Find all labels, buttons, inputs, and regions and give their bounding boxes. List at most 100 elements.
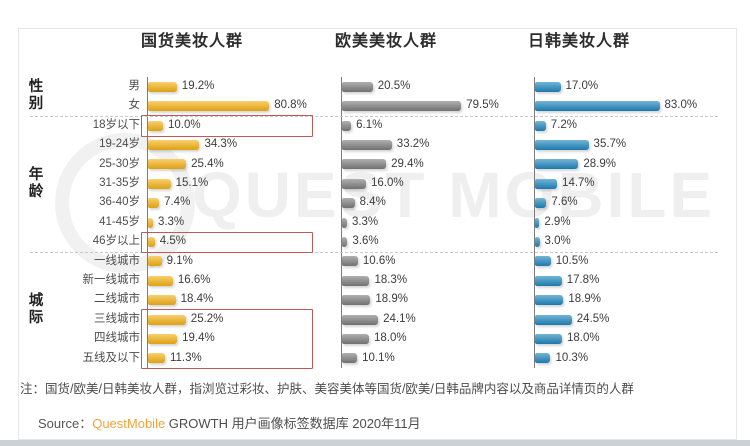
bar-value: 8.4% — [359, 196, 386, 209]
bar-value: 9.1% — [166, 254, 193, 267]
row-label: 一线城市 — [94, 254, 140, 267]
bar — [342, 295, 371, 306]
bar — [535, 256, 551, 267]
bar-value: 20.5% — [377, 80, 411, 92]
bar — [148, 275, 173, 286]
bar — [535, 275, 562, 286]
bar — [148, 101, 270, 112]
highlight-box — [141, 115, 313, 137]
bar-value: 6.1% — [356, 118, 383, 131]
bar-value: 29.4% — [391, 157, 424, 170]
row-label: 36-40岁 — [99, 196, 140, 209]
bar — [342, 81, 373, 92]
row-label: 41-45岁 — [99, 215, 140, 228]
row-label: 新一线城市 — [82, 274, 141, 286]
bar — [535, 139, 589, 150]
bar — [342, 120, 352, 131]
bar — [342, 353, 358, 364]
bar — [148, 81, 177, 92]
bar — [148, 236, 155, 247]
bar — [148, 314, 186, 325]
source-database: GROWTH 用户画像标签数据库 2020年11月 — [165, 416, 421, 431]
bar-value: 3.6% — [352, 235, 379, 248]
bar-value: 7.2% — [550, 118, 578, 131]
bar-value: 3.0% — [544, 235, 571, 248]
bar-value: 3.3% — [351, 215, 379, 228]
bar-value: 25.4% — [191, 157, 224, 170]
bar — [148, 353, 165, 364]
bar — [342, 159, 387, 170]
row-label: 18岁以下 — [92, 118, 140, 131]
row-label: 19-24岁 — [99, 138, 140, 151]
row-label: 四线城市 — [94, 332, 140, 345]
row-label: 女 — [128, 99, 141, 112]
bar-value: 24.1% — [383, 312, 416, 325]
bar-value: 18.9% — [568, 293, 601, 306]
bar-value: 24.5% — [576, 312, 610, 325]
bar — [535, 159, 579, 170]
row-label: 25-30岁 — [99, 157, 140, 170]
bar — [148, 178, 171, 189]
bar — [342, 178, 366, 189]
bar-value: 18.0% — [374, 332, 407, 345]
bar — [535, 101, 660, 112]
axis-line — [534, 77, 535, 368]
bar — [342, 198, 355, 209]
bar — [342, 101, 462, 112]
bar-value: 17.0% — [565, 80, 599, 92]
source-label: Source： — [38, 416, 93, 431]
bar — [148, 139, 200, 150]
highlight-box — [141, 231, 313, 254]
bar — [148, 120, 163, 131]
bar-value: 10.6% — [362, 254, 396, 267]
column-title: 国货美妆人群 — [141, 33, 244, 50]
bar — [148, 295, 176, 306]
bar-value: 10.0% — [168, 118, 201, 131]
bar-value: 16.6% — [177, 274, 211, 286]
footnote: 注：国货/欧美/日韩美妆人群，指浏览过彩妆、护肤、美容美体等国货/欧美/日韩品牌… — [20, 382, 634, 396]
bar-value: 15.1% — [175, 177, 209, 189]
bar-value: 35.7% — [593, 138, 627, 151]
bar-value: 28.9% — [583, 157, 616, 170]
bar — [342, 256, 358, 267]
bar — [148, 198, 160, 209]
bar-value: 19.2% — [181, 80, 215, 92]
axis-line — [341, 77, 342, 368]
bar — [535, 353, 551, 364]
row-label: 二线城市 — [94, 293, 140, 306]
bar — [342, 139, 392, 150]
bar-value: 34.3% — [204, 138, 238, 151]
bar-value: 3.3% — [157, 215, 185, 228]
bar — [535, 314, 572, 325]
bar — [148, 256, 162, 267]
row-label: 男 — [128, 80, 141, 92]
bar — [535, 81, 561, 92]
bar — [342, 333, 369, 344]
bar — [148, 333, 178, 344]
bar-value: 10.1% — [362, 351, 395, 364]
bar-value: 18.4% — [180, 293, 214, 306]
bar — [342, 236, 348, 247]
bar-value: 17.8% — [566, 274, 600, 286]
bar-value: 83.0% — [664, 99, 698, 112]
bar-value: 2.9% — [544, 215, 571, 228]
bar — [535, 198, 547, 209]
group-separator-line — [30, 251, 718, 253]
bar-value: 18.0% — [567, 332, 600, 345]
row-label: 三线城市 — [94, 312, 140, 325]
bottom-strip — [0, 440, 750, 446]
bar-value: 16.0% — [371, 177, 404, 189]
bar — [535, 333, 562, 344]
bar-value: 25.2% — [190, 312, 224, 325]
bar — [342, 314, 379, 325]
bar — [535, 120, 546, 131]
bar-value: 33.2% — [396, 138, 430, 151]
bar-value: 7.4% — [164, 196, 191, 209]
bar-value: 11.3% — [169, 351, 202, 364]
source-brand: QuestMobile — [92, 416, 166, 431]
bar — [535, 217, 540, 228]
bar — [535, 236, 540, 247]
bar-value: 14.7% — [562, 177, 595, 189]
source-line: Source：QuestMobile GROWTH 用户画像标签数据库 2020… — [38, 413, 421, 432]
column-title: 日韩美妆人群 — [528, 33, 631, 50]
